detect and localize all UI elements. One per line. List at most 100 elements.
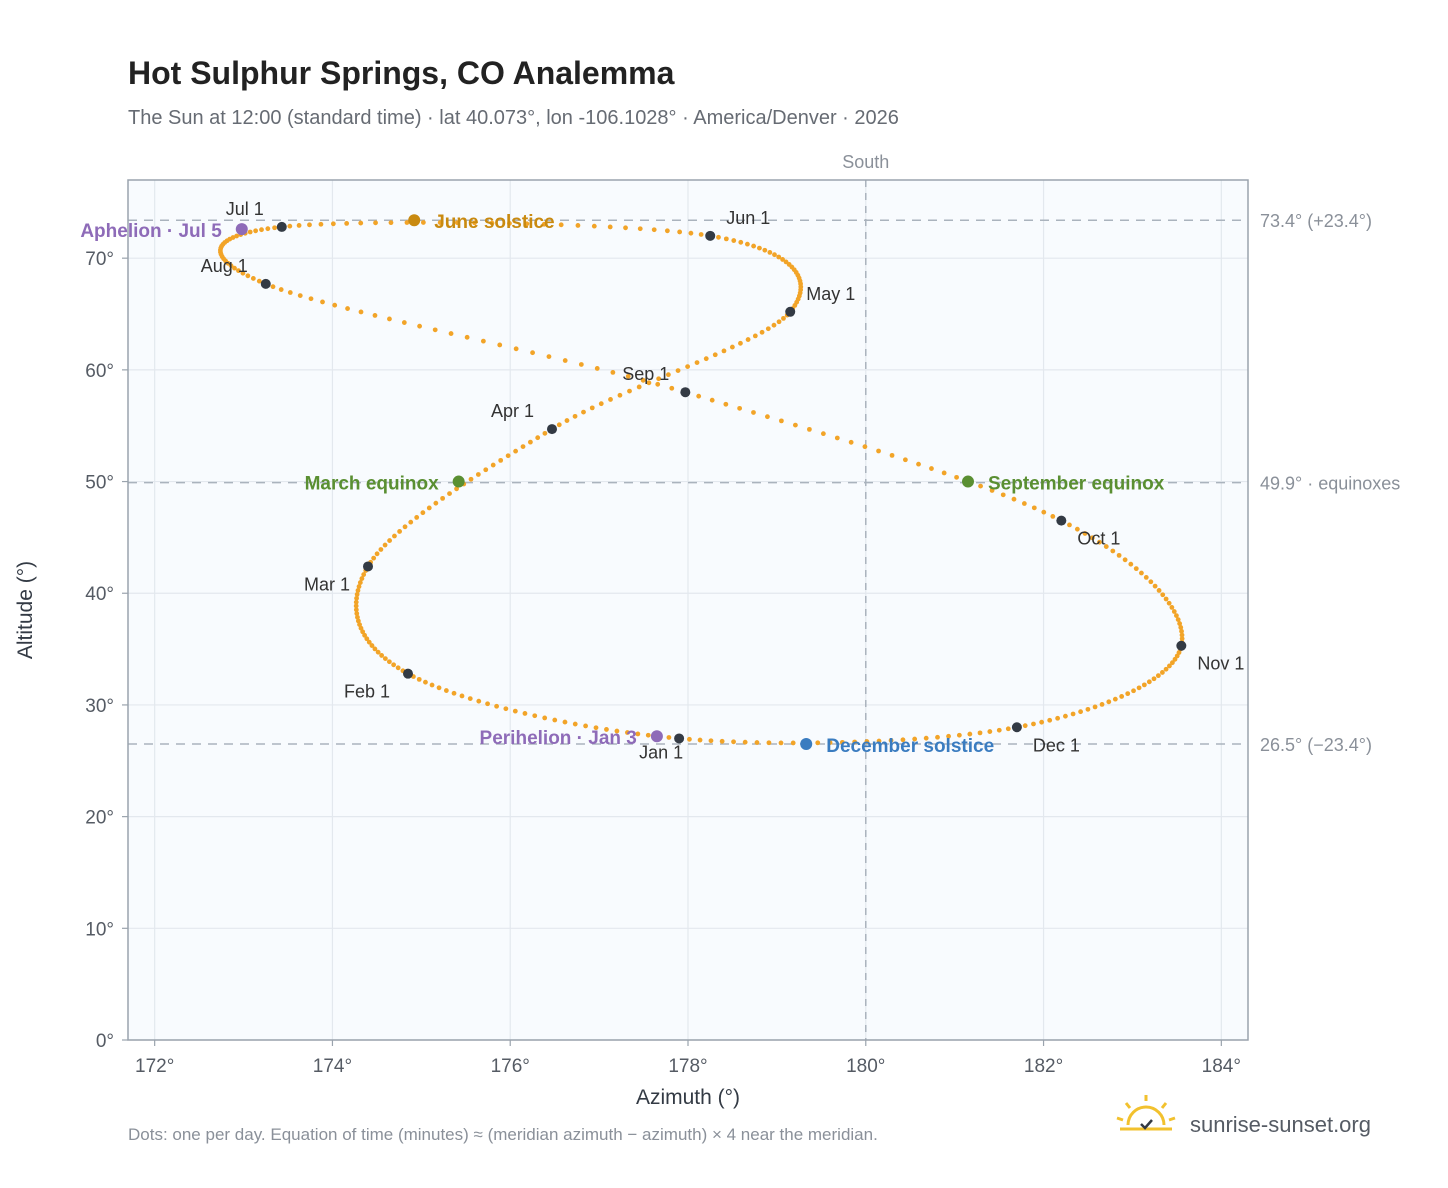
month-marker <box>363 561 373 572</box>
daily-dot <box>703 356 709 362</box>
daily-dot <box>889 452 895 458</box>
daily-dot <box>738 340 743 346</box>
daily-dot <box>256 278 262 284</box>
daily-dot <box>1171 609 1177 614</box>
daily-dot <box>1005 726 1011 732</box>
daily-dot <box>766 740 772 746</box>
daily-dot <box>423 679 428 685</box>
daily-dot <box>1067 522 1072 528</box>
daily-dot <box>432 327 438 333</box>
daily-dot <box>1179 632 1185 638</box>
daily-dot <box>712 352 718 358</box>
daily-dot <box>472 220 477 226</box>
daily-dot <box>697 737 703 743</box>
daily-dot <box>719 738 725 744</box>
sun-logo-icon <box>1116 1095 1176 1131</box>
daily-dot <box>1133 566 1139 572</box>
daily-dot <box>357 622 362 627</box>
daily-dot <box>677 229 683 235</box>
daily-dot <box>513 448 519 454</box>
daily-dot <box>552 717 558 723</box>
daily-dot <box>745 337 751 342</box>
month-marker <box>1176 640 1187 651</box>
daily-dot <box>1125 691 1131 697</box>
x-tick-label: 172° <box>135 1056 174 1077</box>
daily-dot <box>696 393 702 399</box>
daily-dot <box>388 220 394 226</box>
daily-dot <box>820 431 826 437</box>
daily-dot <box>614 728 620 734</box>
daily-dot <box>1097 539 1102 545</box>
daily-dot <box>1078 709 1083 715</box>
daily-dot <box>646 380 652 386</box>
daily-dot <box>375 649 381 655</box>
daily-dot <box>1074 526 1080 532</box>
daily-dot <box>772 252 777 258</box>
daily-dot <box>839 739 845 745</box>
daily-dot <box>1155 673 1161 679</box>
daily-dot <box>447 491 452 496</box>
daily-dot <box>623 225 628 231</box>
daily-dot <box>558 222 564 228</box>
daily-dot <box>900 737 906 743</box>
daily-dot <box>320 299 325 305</box>
daily-dot <box>737 405 743 411</box>
month-label: Aug 1 <box>201 256 248 276</box>
daily-dot <box>864 739 870 744</box>
daily-dot <box>397 529 402 534</box>
daily-dot <box>372 313 378 318</box>
daily-dot <box>1146 679 1152 685</box>
daily-dot <box>1031 505 1037 511</box>
daily-dot <box>1175 617 1181 623</box>
daily-dot <box>382 542 388 548</box>
chart-title: Hot Sulphur Springs, CO Analemma <box>128 55 675 91</box>
daily-dot <box>815 740 821 746</box>
month-marker <box>680 387 691 398</box>
daily-dot <box>1092 704 1098 710</box>
daily-dot <box>1039 719 1045 725</box>
daily-dot <box>751 243 757 249</box>
daily-dot <box>234 233 239 239</box>
daily-dot <box>716 234 721 240</box>
daily-dot <box>362 632 368 638</box>
daily-dot <box>497 342 503 348</box>
daily-dot <box>745 241 750 247</box>
daily-dot <box>583 723 588 729</box>
daily-dot <box>522 711 528 716</box>
month-marker <box>785 306 796 317</box>
event-marker <box>235 223 248 236</box>
daily-dot <box>1167 663 1172 669</box>
daily-dot <box>1089 535 1095 541</box>
daily-dot <box>459 693 465 699</box>
daily-dot <box>731 739 736 745</box>
daily-dot <box>379 653 385 658</box>
daily-dot <box>562 719 568 725</box>
daily-dot <box>1131 688 1136 694</box>
daily-dot <box>429 682 435 688</box>
daily-dot <box>594 366 600 371</box>
daily-dot <box>1021 501 1027 506</box>
daily-dot <box>967 731 973 737</box>
daily-dot <box>1000 492 1006 498</box>
daily-dot <box>977 730 983 736</box>
daily-dot <box>532 713 538 719</box>
month-label: May 1 <box>806 284 855 304</box>
daily-dot <box>698 232 704 237</box>
daily-dot <box>355 614 360 620</box>
event-marker <box>452 475 465 488</box>
daily-dot <box>1178 625 1184 630</box>
daily-dot <box>490 462 496 468</box>
daily-dot <box>505 453 511 459</box>
daily-dot <box>742 739 748 745</box>
event-label: Perihelion · Jan 3 <box>480 728 637 749</box>
daily-dot <box>790 740 796 746</box>
month-label: Dec 1 <box>1033 735 1080 755</box>
event-marker <box>962 475 974 488</box>
daily-dot <box>451 690 457 696</box>
daily-dot <box>1022 723 1028 729</box>
daily-dot <box>572 721 578 727</box>
daily-dot <box>902 457 908 463</box>
daily-dot <box>454 220 460 226</box>
daily-dot <box>1055 715 1061 721</box>
